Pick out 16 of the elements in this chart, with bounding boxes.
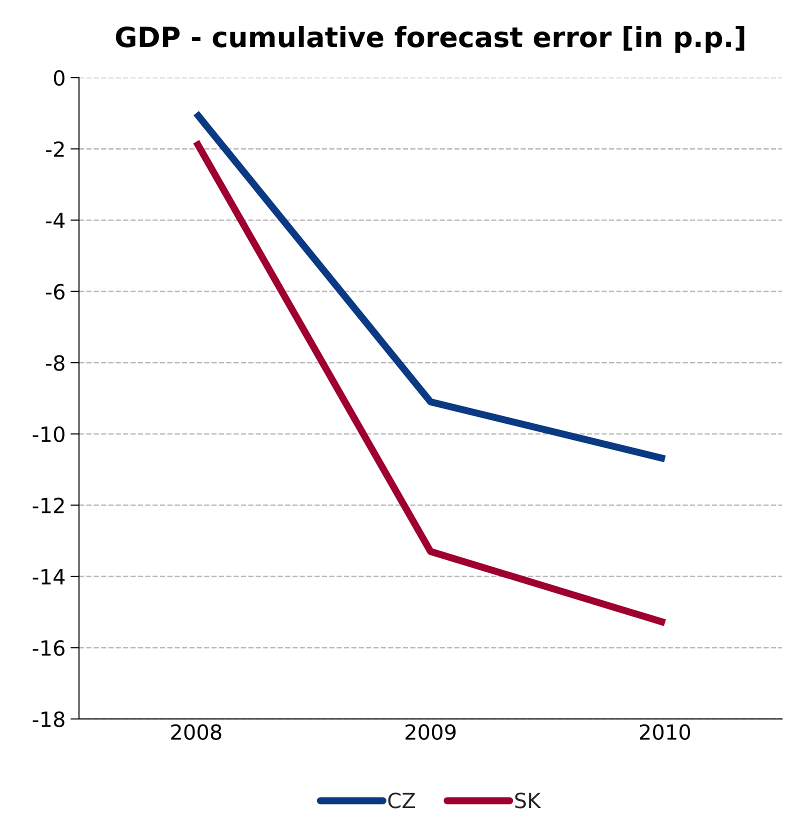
y-tick-label: -10 [32, 426, 64, 442]
y-tick-label: -6 [46, 284, 64, 300]
y-tick-label: -2 [46, 141, 64, 157]
x-tick-label: 2008 [171, 724, 222, 740]
x-tick-label: 2009 [406, 724, 456, 740]
y-tick-label: -8 [46, 355, 64, 371]
y-tick-label: -12 [32, 498, 64, 514]
legend-label: SK [515, 792, 542, 808]
y-tick-label: 0 [54, 70, 64, 86]
chart-title: GDP - cumulative forecast error [in p.p.] [116, 26, 744, 53]
y-tick-label: -4 [46, 212, 65, 228]
y-tick-label: -16 [32, 640, 64, 656]
y-tick-label: -18 [32, 711, 64, 728]
y-tick-label: -14 [32, 569, 65, 584]
legend-label: CZ [388, 792, 415, 808]
x-tick-label: 2010 [640, 724, 690, 740]
